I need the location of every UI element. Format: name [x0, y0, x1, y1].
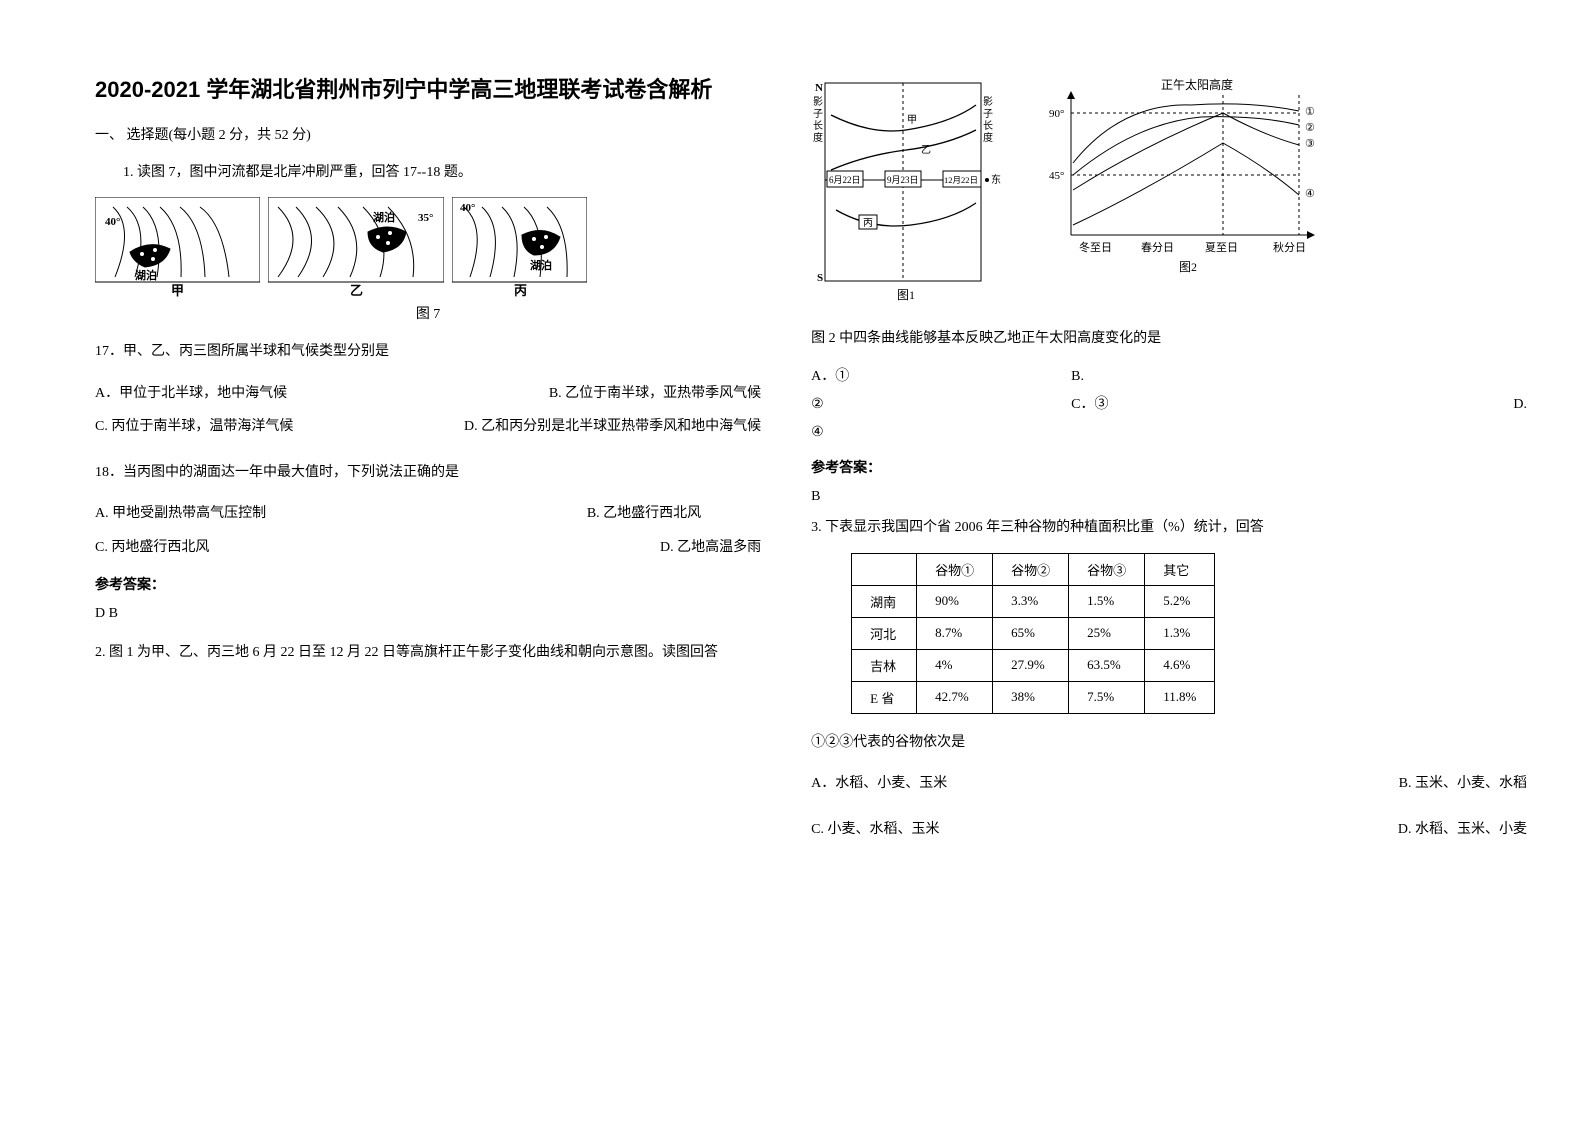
svg-text:正午太阳高度: 正午太阳高度 — [1161, 77, 1233, 92]
svg-text:S: S — [817, 272, 823, 284]
svg-text:45°: 45° — [1049, 170, 1064, 182]
q17-opt-c: C. 丙位于南半球，温带海洋气候 — [95, 410, 428, 444]
q18-stem: 18．当丙图中的湖面达一年中最大值时，下列说法正确的是 — [95, 458, 761, 487]
q1-intro: 1. 读图 7，图中河流都是北岸冲刷严重，回答 17--18 题。 — [95, 158, 761, 187]
section-1-head: 一、 选择题(每小题 2 分，共 52 分) — [95, 124, 761, 144]
q18-opt-b: B. 乙地盛行西北风 — [398, 497, 761, 531]
svg-text:湖泊: 湖泊 — [135, 268, 157, 282]
table-th — [852, 553, 917, 585]
figure-7: 40° 湖泊 甲 35° — [95, 197, 761, 297]
table-row: 湖南90%3.3%1.5%5.2% — [852, 585, 1215, 617]
svg-text:丙: 丙 — [863, 218, 873, 229]
svg-text:40°: 40° — [460, 202, 475, 214]
q18-opt-d: D. 乙地高温多雨 — [428, 531, 761, 565]
svg-text:春分日: 春分日 — [1141, 241, 1174, 254]
table-row: 吉林4%27.9%63.5%4.6% — [852, 649, 1215, 681]
q17-stem: 17．甲、乙、丙三图所属半球和气候类型分别是 — [95, 337, 761, 366]
q17-opt-b: B. 乙位于南半球，亚热带季风气候 — [428, 377, 761, 411]
q2-opt-a: A．① — [811, 363, 1071, 391]
q2-opt-d-prefix: D. — [1401, 391, 1527, 419]
q17-opt-a: A．甲位于北半球，地中海气候 — [95, 377, 428, 411]
answer-1-head: 参考答案： — [95, 574, 761, 594]
svg-text:甲: 甲 — [171, 283, 184, 297]
svg-text:12月22日: 12月22日 — [944, 175, 978, 185]
answer-2: B — [811, 483, 1527, 511]
svg-text:图1: 图1 — [897, 288, 915, 302]
svg-text:④: ④ — [1305, 188, 1315, 200]
q3-intro: 3. 下表显示我国四个省 2006 年三种谷物的种植面积比重（%）统计，回答 — [811, 513, 1527, 542]
svg-text:9月23日: 9月23日 — [887, 175, 919, 185]
table-header-row: 谷物① 谷物② 谷物③ 其它 — [852, 553, 1215, 585]
fig7-caption: 图 7 — [95, 303, 761, 323]
q2-substem: 图 2 中四条曲线能够基本反映乙地正午太阳高度变化的是 — [811, 324, 1527, 353]
answer-2-head: 参考答案： — [811, 457, 1527, 477]
svg-text:35°: 35° — [418, 212, 433, 224]
q2-intro: 2. 图 1 为甲、乙、丙三地 6 月 22 日至 12 月 22 日等高旗杆正… — [95, 638, 761, 667]
svg-text:N: N — [815, 82, 823, 94]
grain-table: 谷物① 谷物② 谷物③ 其它 湖南90%3.3%1.5%5.2% 河北8.7%6… — [851, 553, 1215, 714]
svg-text:乙: 乙 — [921, 144, 931, 156]
q17-options: A．甲位于北半球，地中海气候B. 乙位于南半球，亚热带季风气候 C. 丙位于南半… — [95, 377, 761, 444]
fig7-panel-1: 40° 湖泊 甲 — [95, 197, 260, 297]
svg-text:长: 长 — [983, 120, 993, 132]
q2-opt-d2: ④ — [811, 419, 824, 447]
q18-opt-a: A. 甲地受副热带高气压控制 — [95, 497, 398, 531]
fig7-panel-2: 35° 湖泊 乙 — [268, 197, 444, 297]
svg-text:湖泊: 湖泊 — [373, 210, 395, 224]
q18-opt-c: C. 丙地盛行西北风 — [95, 531, 428, 565]
svg-text:子: 子 — [983, 108, 993, 120]
svg-text:秋分日: 秋分日 — [1273, 240, 1306, 254]
svg-text:90°: 90° — [1049, 108, 1064, 120]
q17-opt-d: D. 乙和丙分别是北半球亚热带季风和地中海气候 — [428, 410, 761, 444]
svg-text:甲: 甲 — [907, 115, 917, 126]
svg-text:子: 子 — [813, 108, 823, 120]
svg-text:影: 影 — [983, 96, 993, 108]
fig7-panel-3: 40° 湖泊 丙 — [452, 197, 587, 297]
table-th: 谷物① — [917, 553, 993, 585]
answer-1: D B — [95, 600, 761, 628]
svg-text:东: 东 — [991, 173, 1001, 186]
q2-opt-b: B. — [1071, 363, 1084, 391]
table-th: 谷物② — [993, 553, 1069, 585]
svg-text:6月22日: 6月22日 — [829, 175, 861, 185]
q2-opt-c: C．③ — [1071, 391, 1401, 419]
svg-text:①: ① — [1305, 106, 1315, 118]
table-row: E 省42.7%38%7.5%11.8% — [852, 681, 1215, 713]
figure-2: 正午太阳高度 90° 45° ① — [1041, 75, 1341, 290]
svg-text:图2: 图2 — [1179, 260, 1197, 274]
q3-opt-a: A．水稻、小麦、玉米 — [811, 767, 1169, 801]
svg-text:长: 长 — [813, 120, 823, 132]
q3-opt-b: B. 玉米、小麦、水稻 — [1169, 767, 1527, 801]
svg-text:度: 度 — [983, 131, 993, 144]
svg-text:夏至日: 夏至日 — [1205, 241, 1238, 254]
svg-text:冬至日: 冬至日 — [1079, 240, 1112, 254]
svg-text:②: ② — [1305, 122, 1315, 134]
q3-opt-c: C. 小麦、水稻、玉米 — [811, 813, 1169, 847]
svg-text:湖泊: 湖泊 — [530, 258, 552, 272]
svg-text:③: ③ — [1305, 138, 1315, 150]
table-row: 河北8.7%65%25%1.3% — [852, 617, 1215, 649]
q2-options: A．① B. ② C．③ D. ④ — [811, 363, 1527, 447]
table-th: 谷物③ — [1069, 553, 1145, 585]
table-th: 其它 — [1145, 553, 1215, 585]
q3-opt-d: D. 水稻、玉米、小麦 — [1169, 813, 1527, 847]
svg-text:度: 度 — [813, 131, 823, 144]
q3-options: A．水稻、小麦、玉米B. 玉米、小麦、水稻 C. 小麦、水稻、玉米D. 水稻、玉… — [811, 767, 1527, 846]
svg-text:丙: 丙 — [514, 283, 527, 297]
page-title: 2020-2021 学年湖北省荆州市列宁中学高三地理联考试卷含解析 — [95, 75, 761, 106]
svg-text:乙: 乙 — [350, 283, 363, 297]
fig7-lat-1: 40° — [105, 216, 120, 228]
svg-text:影: 影 — [813, 96, 823, 108]
q3-substem: ①②③代表的谷物依次是 — [811, 728, 1527, 757]
figure-1: N 影 子 长 度 影 子 长 度 — [811, 75, 1011, 310]
q18-options: A. 甲地受副热带高气压控制B. 乙地盛行西北风 C. 丙地盛行西北风D. 乙地… — [95, 497, 761, 564]
q2-opt-b2: ② — [811, 391, 1071, 419]
